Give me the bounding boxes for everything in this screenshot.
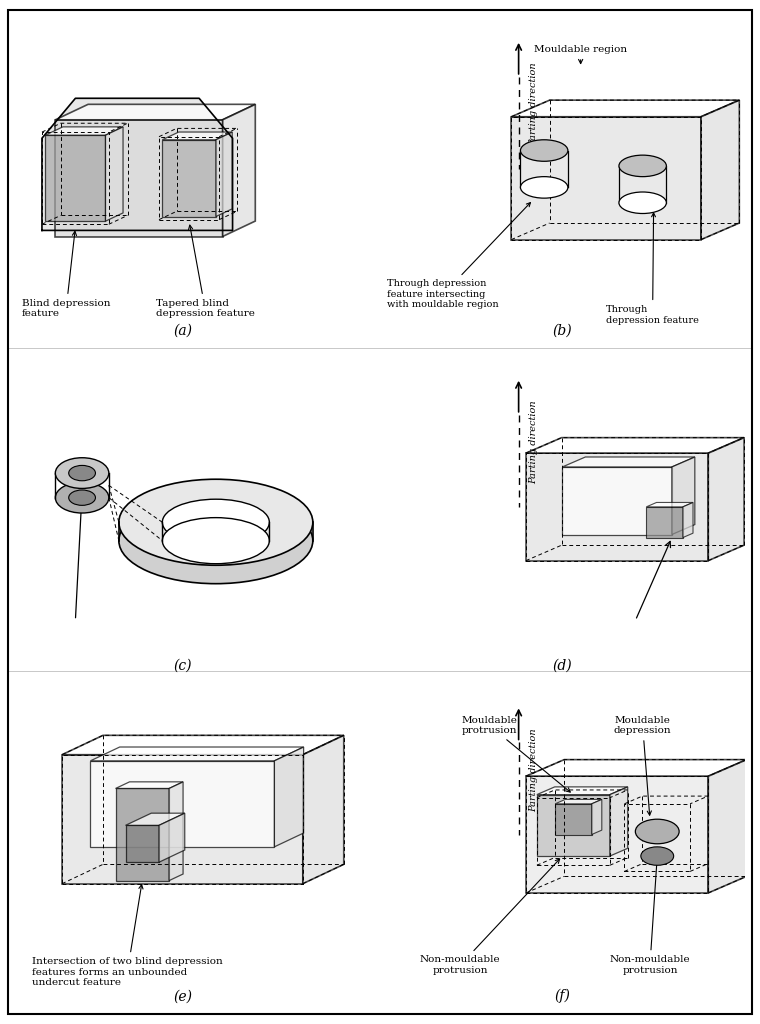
- Text: (f): (f): [555, 989, 570, 1004]
- Polygon shape: [562, 457, 695, 467]
- Polygon shape: [163, 132, 233, 140]
- Polygon shape: [125, 825, 159, 862]
- Polygon shape: [708, 437, 744, 561]
- Polygon shape: [302, 735, 344, 884]
- Ellipse shape: [619, 155, 667, 176]
- Text: Through
depression feature: Through depression feature: [606, 213, 699, 325]
- Polygon shape: [223, 104, 255, 237]
- Polygon shape: [646, 503, 693, 507]
- Polygon shape: [610, 786, 628, 856]
- Text: Parting direction: Parting direction: [530, 400, 539, 484]
- Polygon shape: [682, 503, 693, 538]
- Ellipse shape: [521, 176, 568, 198]
- Polygon shape: [701, 100, 739, 240]
- Polygon shape: [46, 135, 106, 221]
- Text: (d): (d): [553, 658, 572, 673]
- Polygon shape: [511, 100, 739, 117]
- Polygon shape: [46, 127, 123, 135]
- Polygon shape: [42, 98, 233, 230]
- Polygon shape: [159, 813, 185, 862]
- Polygon shape: [562, 467, 672, 535]
- Text: Mouldable
depression: Mouldable depression: [614, 716, 672, 815]
- Polygon shape: [62, 755, 302, 884]
- Text: (e): (e): [173, 989, 192, 1004]
- Text: Non-mouldable
protrusion: Non-mouldable protrusion: [420, 859, 559, 975]
- Polygon shape: [526, 776, 708, 893]
- Text: Non-mouldable
protrusion: Non-mouldable protrusion: [610, 860, 690, 975]
- Polygon shape: [163, 140, 216, 217]
- Polygon shape: [125, 813, 185, 825]
- Polygon shape: [526, 453, 708, 561]
- Ellipse shape: [635, 819, 679, 844]
- Ellipse shape: [619, 193, 667, 213]
- Polygon shape: [537, 795, 610, 856]
- Polygon shape: [116, 788, 169, 881]
- Text: Blind depression
feature: Blind depression feature: [22, 231, 110, 318]
- Ellipse shape: [119, 479, 313, 565]
- Polygon shape: [555, 800, 602, 804]
- Text: Mouldable
protrusion: Mouldable protrusion: [461, 716, 570, 793]
- Polygon shape: [537, 786, 628, 795]
- Text: Intersection of two blind depression
features forms an unbounded
undercut featur: Intersection of two blind depression fea…: [32, 885, 223, 987]
- Ellipse shape: [119, 498, 313, 584]
- Ellipse shape: [55, 458, 109, 488]
- Text: Parting direction: Parting direction: [530, 728, 539, 812]
- Ellipse shape: [521, 140, 568, 161]
- Polygon shape: [526, 437, 744, 453]
- Text: Mouldable region: Mouldable region: [534, 45, 627, 63]
- Polygon shape: [169, 782, 183, 881]
- Polygon shape: [55, 120, 223, 237]
- Ellipse shape: [68, 490, 96, 506]
- Ellipse shape: [55, 482, 109, 513]
- Ellipse shape: [163, 517, 269, 563]
- Polygon shape: [216, 132, 233, 217]
- Polygon shape: [116, 782, 183, 788]
- Ellipse shape: [163, 500, 269, 545]
- Polygon shape: [511, 117, 701, 240]
- Polygon shape: [55, 104, 255, 120]
- Ellipse shape: [68, 465, 96, 480]
- Polygon shape: [274, 748, 304, 847]
- Polygon shape: [591, 800, 602, 835]
- Polygon shape: [106, 127, 123, 221]
- Text: Through depression
feature intersecting
with mouldable region: Through depression feature intersecting …: [388, 203, 530, 309]
- Text: (a): (a): [173, 324, 192, 338]
- Polygon shape: [708, 760, 746, 893]
- Ellipse shape: [641, 847, 673, 865]
- Text: Parting direction: Parting direction: [530, 62, 539, 146]
- Text: (b): (b): [553, 324, 572, 338]
- Polygon shape: [526, 760, 746, 776]
- Polygon shape: [62, 735, 344, 755]
- Polygon shape: [90, 761, 274, 847]
- Polygon shape: [672, 457, 695, 535]
- Polygon shape: [646, 507, 682, 538]
- Text: Tapered blind
depression feature: Tapered blind depression feature: [156, 225, 255, 318]
- Polygon shape: [555, 804, 591, 835]
- Polygon shape: [90, 748, 304, 761]
- Text: (c): (c): [173, 658, 192, 673]
